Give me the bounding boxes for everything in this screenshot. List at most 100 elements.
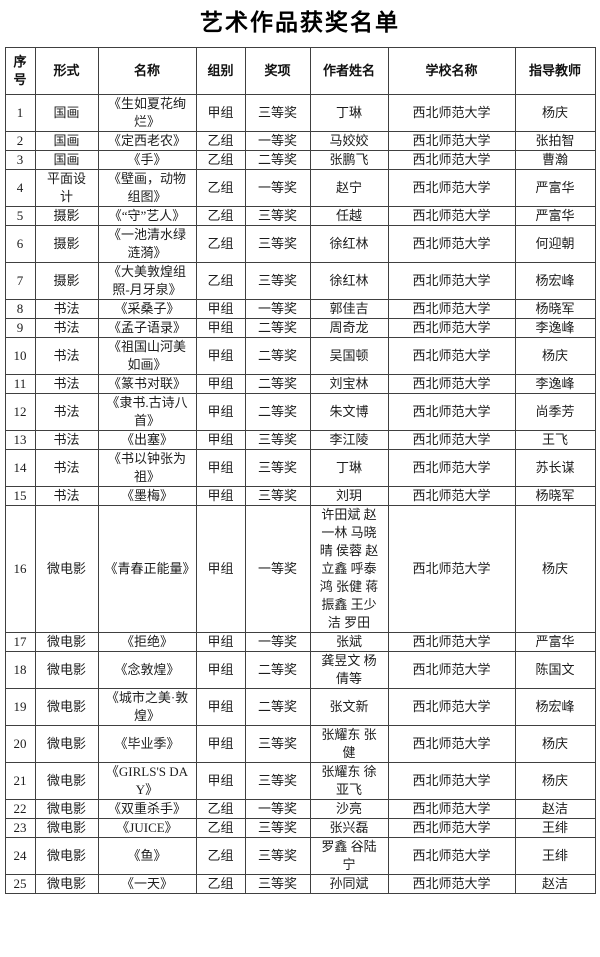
award-cell: 二等奖 xyxy=(244,337,311,375)
teacher-cell: 杨宏峰 xyxy=(514,688,596,726)
award-cell: 一等奖 xyxy=(244,131,311,151)
form-cell: 微电影 xyxy=(34,651,99,689)
group-cell: 甲组 xyxy=(195,449,246,487)
table-row: 5 摄影 《“守”艺人》 乙组 三等奖 任越 西北师范大学 严富华 xyxy=(4,206,596,226)
table-row: 9 书法 《孟子语录》 甲组 二等奖 周奇龙 西北师范大学 李逸峰 xyxy=(4,318,596,338)
group-cell: 甲组 xyxy=(195,430,246,450)
work-title-cell: 《孟子语录》 xyxy=(97,318,197,338)
form-cell: 书法 xyxy=(34,393,99,431)
group-cell: 甲组 xyxy=(195,318,246,338)
award-cell: 三等奖 xyxy=(244,486,311,506)
teacher-cell: 严富华 xyxy=(514,169,596,207)
column-header: 形式 xyxy=(34,47,99,95)
teacher-cell: 苏长谋 xyxy=(514,449,596,487)
award-cell: 一等奖 xyxy=(244,799,311,819)
serial-cell: 10 xyxy=(4,337,36,375)
form-cell: 微电影 xyxy=(34,505,99,633)
serial-cell: 18 xyxy=(4,651,36,689)
work-title-cell: 《一天》 xyxy=(97,874,197,894)
table-row: 15 书法 《墨梅》 甲组 三等奖 刘玥 西北师范大学 杨晓军 xyxy=(4,486,596,506)
award-cell: 二等奖 xyxy=(244,318,311,338)
table-row: 6 摄影 《一池清水绿涟漪》 乙组 三等奖 徐红林 西北师范大学 何迎朝 xyxy=(4,225,596,263)
teacher-cell: 杨宏峰 xyxy=(514,262,596,300)
work-title-cell: 《毕业季》 xyxy=(97,725,197,763)
authors-cell: 罗鑫 谷陆宁 xyxy=(309,837,389,875)
serial-cell: 24 xyxy=(4,837,36,875)
serial-cell: 25 xyxy=(4,874,36,894)
group-cell: 甲组 xyxy=(195,688,246,726)
work-title-cell: 《定西老农》 xyxy=(97,131,197,151)
serial-cell: 6 xyxy=(4,225,36,263)
table-row: 24 微电影 《鱼》 乙组 三等奖 罗鑫 谷陆宁 西北师范大学 王绯 xyxy=(4,837,596,875)
work-title-cell: 《青春正能量》 xyxy=(97,505,197,633)
form-cell: 国画 xyxy=(34,150,99,170)
form-cell: 微电影 xyxy=(34,799,99,819)
group-cell: 乙组 xyxy=(195,818,246,838)
serial-cell: 20 xyxy=(4,725,36,763)
work-title-cell: 《篆书对联》 xyxy=(97,374,197,394)
school-cell: 西北师范大学 xyxy=(387,430,516,450)
school-cell: 西北师范大学 xyxy=(387,337,516,375)
work-title-cell: 《念敦煌》 xyxy=(97,651,197,689)
authors-cell: 张兴磊 xyxy=(309,818,389,838)
group-cell: 乙组 xyxy=(195,206,246,226)
table-row: 16 微电影 《青春正能量》 甲组 一等奖 许田斌 赵一林 马晓晴 侯蓉 赵立鑫 呼泰鸿 … xyxy=(4,505,596,633)
table-row: 2 国画 《定西老农》 乙组 一等奖 马姣姣 西北师范大学 张拍智 xyxy=(4,131,596,151)
serial-cell: 15 xyxy=(4,486,36,506)
group-cell: 甲组 xyxy=(195,337,246,375)
authors-cell: 徐红林 xyxy=(309,225,389,263)
school-cell: 西北师范大学 xyxy=(387,169,516,207)
teacher-cell: 王绯 xyxy=(514,837,596,875)
authors-cell: 许田斌 赵一林 马晓晴 侯蓉 赵立鑫 呼泰鸿 张健 蒋振鑫 王少洁 罗田 xyxy=(309,505,389,633)
form-cell: 摄影 xyxy=(34,206,99,226)
school-cell: 西北师范大学 xyxy=(387,505,516,633)
authors-cell: 张耀东 徐亚飞 xyxy=(309,762,389,800)
group-cell: 甲组 xyxy=(195,632,246,652)
school-cell: 西北师范大学 xyxy=(387,837,516,875)
serial-cell: 21 xyxy=(4,762,36,800)
school-cell: 西北师范大学 xyxy=(387,225,516,263)
group-cell: 甲组 xyxy=(195,393,246,431)
award-cell: 三等奖 xyxy=(244,206,311,226)
form-cell: 微电影 xyxy=(34,874,99,894)
form-cell: 平面设计 xyxy=(34,169,99,207)
award-cell: 一等奖 xyxy=(244,299,311,319)
school-cell: 西北师范大学 xyxy=(387,318,516,338)
column-header: 学校名称 xyxy=(387,47,516,95)
serial-cell: 14 xyxy=(4,449,36,487)
teacher-cell: 王绯 xyxy=(514,818,596,838)
work-title-cell: 《出塞》 xyxy=(97,430,197,450)
table-row: 8 书法 《采桑子》 甲组 一等奖 郭佳吉 西北师范大学 杨晓军 xyxy=(4,299,596,319)
work-title-cell: 《“守”艺人》 xyxy=(97,206,197,226)
authors-cell: 龚昱文 杨倩等 xyxy=(309,651,389,689)
award-cell: 三等奖 xyxy=(244,762,311,800)
form-cell: 国画 xyxy=(34,131,99,151)
work-title-cell: 《一池清水绿涟漪》 xyxy=(97,225,197,263)
serial-cell: 7 xyxy=(4,262,36,300)
column-header: 奖项 xyxy=(244,47,311,95)
group-cell: 甲组 xyxy=(195,94,246,132)
school-cell: 西北师范大学 xyxy=(387,374,516,394)
group-cell: 甲组 xyxy=(195,725,246,763)
column-header: 名称 xyxy=(97,47,197,95)
award-cell: 三等奖 xyxy=(244,837,311,875)
form-cell: 书法 xyxy=(34,449,99,487)
award-cell: 二等奖 xyxy=(244,688,311,726)
teacher-cell: 杨庆 xyxy=(514,725,596,763)
group-cell: 乙组 xyxy=(195,131,246,151)
form-cell: 微电影 xyxy=(34,725,99,763)
work-title-cell: 《大美敦煌组照-月牙泉》 xyxy=(97,262,197,300)
table-row: 25 微电影 《一天》 乙组 三等奖 孙同斌 西北师范大学 赵洁 xyxy=(4,874,596,894)
group-cell: 乙组 xyxy=(195,225,246,263)
group-cell: 乙组 xyxy=(195,799,246,819)
authors-cell: 刘宝林 xyxy=(309,374,389,394)
form-cell: 微电影 xyxy=(34,688,99,726)
form-cell: 摄影 xyxy=(34,262,99,300)
teacher-cell: 赵洁 xyxy=(514,874,596,894)
serial-cell: 9 xyxy=(4,318,36,338)
award-cell: 二等奖 xyxy=(244,393,311,431)
serial-cell: 17 xyxy=(4,632,36,652)
column-header: 序号 xyxy=(4,47,36,95)
authors-cell: 张文新 xyxy=(309,688,389,726)
form-cell: 微电影 xyxy=(34,837,99,875)
